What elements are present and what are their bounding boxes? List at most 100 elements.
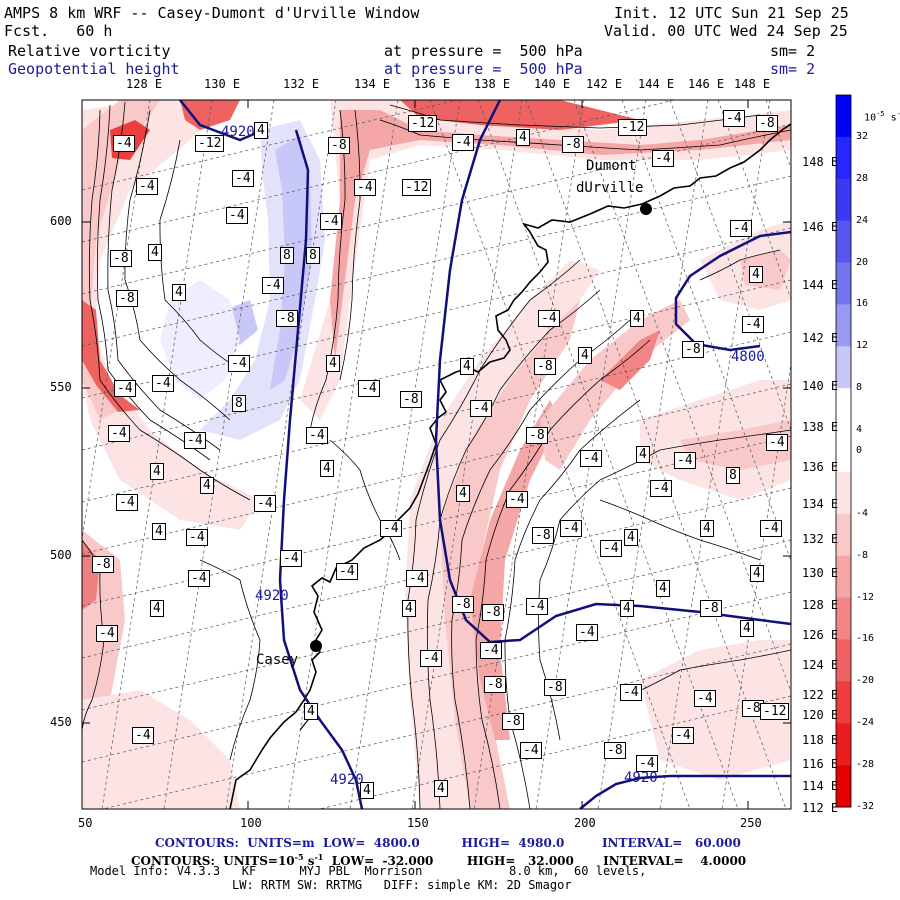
right-longitude-label: 118 E (802, 733, 839, 747)
vorticity-contour-label: -8 (532, 527, 554, 544)
vorticity-contour-label: 4 (460, 358, 474, 375)
right-longitude-label: 124 E (802, 658, 839, 672)
right-longitude-label: 134 E (802, 497, 839, 511)
right-longitude-label: 146 E (802, 220, 839, 234)
vorticity-contour-label: 4 (656, 580, 670, 597)
vorticity-contour-label: -8 (544, 679, 566, 696)
vorticity-contour-label: 4 (620, 600, 634, 617)
colorbar-label: -12 (856, 591, 875, 603)
station-label: Dumont (586, 158, 637, 174)
top-longitude-label: 130 E (204, 77, 241, 91)
vorticity-contour-label: -4 (420, 650, 442, 667)
vorticity-contour-label: 4 (200, 477, 214, 494)
vorticity-contour-label: -12 (195, 135, 225, 152)
height-contour-label: 4920 (221, 124, 255, 140)
height-contour-info: CONTOURS: UNITS=m LOW= 4800.0 HIGH= 4980… (155, 836, 741, 850)
field2-name: Geopotential height (8, 60, 180, 78)
colorbar-swatch (836, 555, 851, 599)
vorticity-contour-label: -4 (336, 563, 358, 580)
vorticity-contour-label: -4 (766, 434, 788, 451)
vorticity-contour-label: -8 (328, 137, 350, 154)
y-axis-label: 500 (50, 548, 72, 562)
colorbar-swatch (836, 136, 851, 180)
colorbar-label: 0 (856, 445, 863, 456)
vorticity-contour-label: -8 (682, 341, 704, 358)
vorticity-contour-label: 4 (740, 620, 754, 637)
field1-smoothing: sm= 2 (770, 42, 816, 60)
vorticity-contour-label: -4 (650, 480, 672, 497)
vorticity-contour-label: 4 (360, 782, 374, 799)
station-label: Casey (256, 652, 299, 668)
vorticity-contour-label: 4 (456, 485, 470, 502)
right-longitude-label: 114 E (802, 779, 839, 793)
vorticity-contour-label: -8 (110, 250, 132, 267)
right-longitude-label: 120 E (802, 708, 839, 722)
colorbar-swatch (836, 597, 851, 640)
vorticity-contour-label: -4 (226, 207, 248, 224)
right-longitude-label: 144 E (802, 278, 839, 292)
vorticity-contour-label: -4 (254, 495, 276, 512)
right-longitude-label: 126 E (802, 628, 839, 642)
vorticity-contour-label: 4 (150, 463, 164, 480)
vorticity-contour-label: -4 (674, 452, 696, 469)
vorticity-contour-label: -4 (742, 316, 764, 333)
vorticity-contour-label: -4 (406, 570, 428, 587)
vorticity-contour-label: 4 (630, 310, 644, 327)
right-longitude-label: 116 E (802, 757, 839, 771)
x-axis-label: 250 (740, 816, 762, 830)
colorbar-swatch (836, 346, 851, 389)
top-longitude-label: 140 E (534, 77, 571, 91)
model-title: AMPS 8 km WRF -- Casey-Dumont d'Urville … (4, 4, 420, 22)
right-longitude-label: 136 E (802, 460, 839, 474)
vorticity-contour-label: 4 (148, 244, 162, 261)
right-longitude-label: 140 E (802, 379, 839, 393)
colorbar-label: 16 (856, 298, 869, 310)
vorticity-contour-label: -4 (506, 491, 528, 508)
colorbar-label: -28 (856, 759, 875, 771)
colorbar-label: -16 (856, 633, 875, 645)
vorticity-contour-label: -4 (228, 355, 250, 372)
station-marker (640, 203, 652, 215)
right-longitude-label: 122 E (802, 688, 839, 702)
colorbar-label: 20 (856, 256, 869, 268)
colorbar (835, 94, 852, 808)
colorbar-swatch (836, 681, 851, 724)
vorticity-contour-label: -4 (354, 179, 376, 196)
vorticity-contour-label: 4 (304, 703, 318, 720)
vorticity-contour-label: -4 (652, 150, 674, 167)
y-axis-label: 600 (50, 214, 72, 228)
physics-info: LW: RRTM SW: RRTMG DIFF: simple KM: 2D S… (232, 878, 572, 892)
colorbar-unit: 10-5 s-1 (864, 110, 900, 124)
vorticity-contour-label: -12 (618, 119, 648, 136)
vorticity-contour-label: -8 (604, 742, 626, 759)
colorbar-swatch (836, 513, 851, 557)
height-contour-label: 4920 (330, 772, 364, 788)
vorticity-contour-label: -4 (636, 755, 658, 772)
colorbar-swatch (836, 262, 851, 305)
vorticity-contour-label: -4 (132, 727, 154, 744)
vorticity-contour-label: -4 (232, 170, 254, 187)
vorticity-contour-label: -8 (502, 713, 524, 730)
vorticity-contour-label: -4 (320, 213, 342, 230)
top-longitude-label: 148 E (734, 77, 771, 91)
vorticity-contour-label: 4 (320, 460, 334, 477)
vorticity-contour-label: -4 (538, 310, 560, 327)
height-contour-label: 4920 (624, 770, 658, 786)
colorbar-swatch (836, 304, 851, 347)
vorticity-contour-label: 4 (578, 347, 592, 364)
vorticity-contour-label: 4 (254, 122, 268, 139)
vorticity-contour-label: 4 (152, 523, 166, 540)
vorticity-contour-label: -4 (760, 520, 782, 537)
vorticity-contours (82, 101, 791, 809)
vorticity-contour-label: -4 (136, 178, 158, 195)
x-axis-label: 50 (78, 816, 93, 830)
vorticity-contour-label: -4 (520, 742, 542, 759)
colorbar-label: -24 (856, 717, 875, 729)
colorbar-swatch (836, 765, 851, 808)
vorticity-contour-label: -4 (262, 277, 284, 294)
vorticity-contour-label: -8 (482, 604, 504, 621)
vorticity-contour-label: 4 (636, 446, 650, 463)
x-axis-label: 200 (574, 816, 596, 830)
station-label: dUrville (576, 180, 644, 196)
right-longitude-label: 128 E (802, 598, 839, 612)
